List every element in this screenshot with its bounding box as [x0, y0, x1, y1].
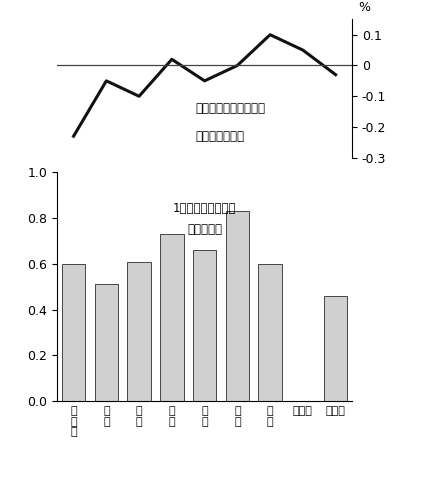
- Bar: [226, 211, 249, 401]
- Bar: [95, 284, 118, 401]
- Text: %: %: [358, 1, 370, 14]
- Bar: [62, 264, 85, 401]
- Bar: [160, 234, 183, 401]
- Bar: [193, 250, 216, 401]
- Bar: [127, 261, 151, 401]
- Text: 改革特区数: 改革特区数: [187, 223, 222, 236]
- Bar: [258, 264, 282, 401]
- Text: 労働移動による生産性: 労働移動による生産性: [196, 102, 266, 115]
- Bar: [324, 296, 348, 401]
- Text: 向上率（年率）: 向上率（年率）: [196, 130, 245, 143]
- Text: 1市町村あたり構造: 1市町村あたり構造: [173, 202, 236, 215]
